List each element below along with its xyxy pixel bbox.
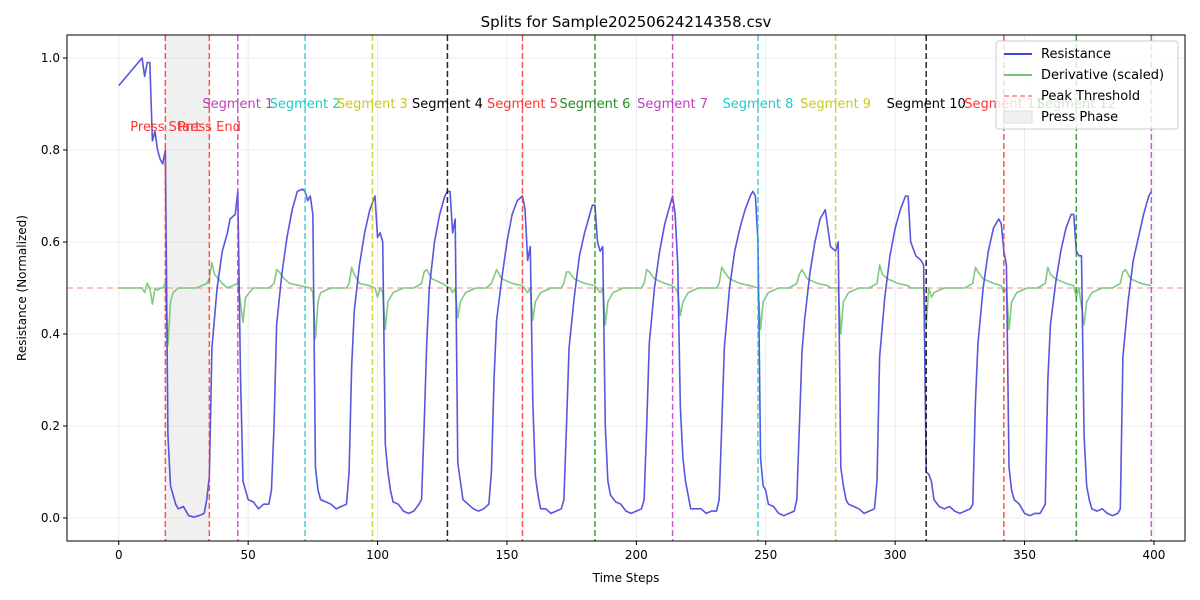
grid <box>67 35 1185 541</box>
x-tick-label: 0 <box>115 548 123 562</box>
x-axis-label: Time Steps <box>592 571 660 585</box>
marker-label: Segment 3 <box>337 97 408 112</box>
legend-label: Peak Threshold <box>1041 89 1140 104</box>
x-tick-label: 50 <box>241 548 256 562</box>
chart-title: Splits for Sample20250624214358.csv <box>481 13 772 31</box>
marker-label: Segment 2 <box>270 97 341 112</box>
x-tick-label: 400 <box>1142 548 1165 562</box>
series-line-1 <box>118 261 1152 347</box>
marker-label: Segment 9 <box>800 97 871 112</box>
y-axis-label: Resistance (Normalized) <box>15 215 29 361</box>
marker-label: Segment 7 <box>637 97 708 112</box>
legend-label: Press Phase <box>1041 110 1118 125</box>
vertical-markers <box>164 35 1153 541</box>
series-line-0 <box>118 57 1153 518</box>
marker-label: Press Start <box>130 120 200 135</box>
x-axis-ticks: 0 50 100 150 200 250 300 350 400 <box>115 541 1165 562</box>
x-tick-label: 350 <box>1013 548 1036 562</box>
marker-label: Segment 8 <box>723 97 794 112</box>
legend: Resistance Derivative (scaled) Peak Thresh… <box>995 40 1179 130</box>
y-tick-label: 0.4 <box>41 327 60 341</box>
legend-label: Derivative (scaled) <box>1041 68 1164 83</box>
plot-frame <box>66 34 1186 542</box>
x-tick-label: 300 <box>884 548 907 562</box>
marker-label: Segment 1 <box>202 97 273 112</box>
y-tick-label: 0.6 <box>41 235 60 249</box>
marker-label: Segment 10 <box>887 97 966 112</box>
y-tick-label: 0.8 <box>41 143 60 157</box>
data-series <box>118 57 1153 518</box>
legend-swatch <box>1003 110 1033 124</box>
x-tick-label: 200 <box>625 548 648 562</box>
y-tick-label: 1.0 <box>41 51 60 65</box>
marker-label: Segment 6 <box>559 97 630 112</box>
marker-label: Press End <box>178 120 241 135</box>
x-tick-label: 100 <box>366 548 389 562</box>
x-tick-label: 150 <box>496 548 519 562</box>
legend-box <box>995 40 1179 130</box>
x-tick-label: 250 <box>754 548 777 562</box>
y-tick-label: 0.0 <box>41 511 60 525</box>
legend-label: Resistance <box>1041 47 1111 62</box>
marker-label: Segment 4 <box>412 97 483 112</box>
y-axis-ticks: 0.0 0.2 0.4 0.6 0.8 1.0 <box>41 51 67 525</box>
y-tick-label: 0.2 <box>41 419 60 433</box>
marker-label: Segment 5 <box>487 97 558 112</box>
